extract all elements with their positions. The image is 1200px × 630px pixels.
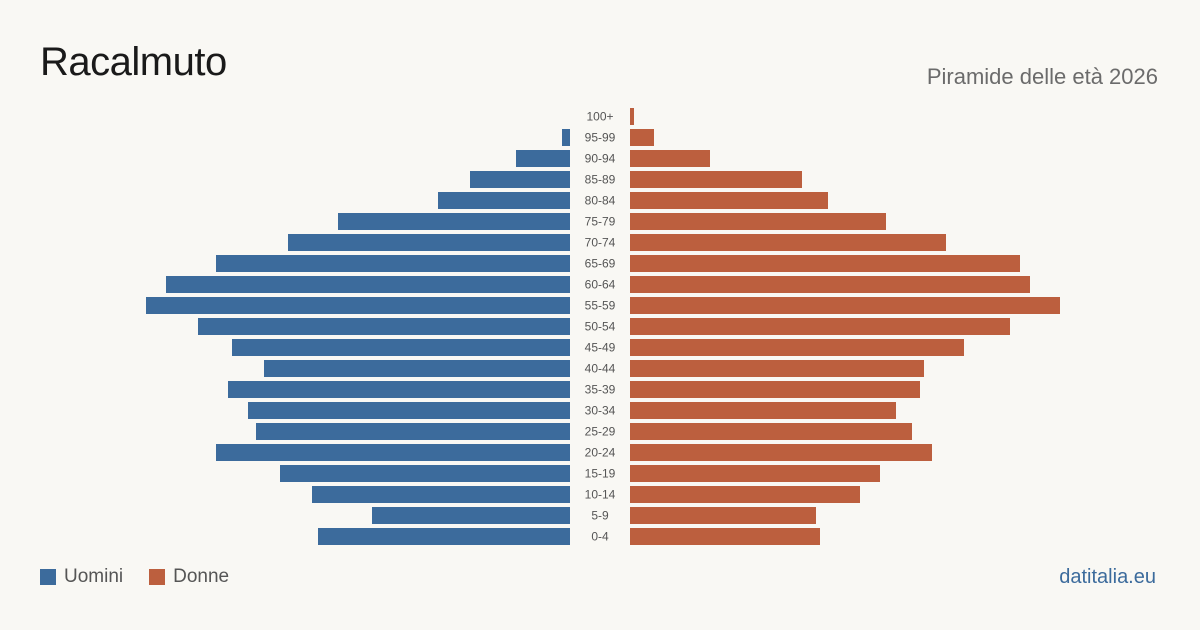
bar-men-65-69 (216, 255, 570, 272)
bar-women-80-84 (630, 192, 828, 209)
bar-women-20-24 (630, 444, 932, 461)
bar-women-95-99 (630, 129, 654, 146)
bar-men-95-99 (562, 129, 570, 146)
bar-women-50-54 (630, 318, 1010, 335)
bar-women-25-29 (630, 423, 912, 440)
bar-men-40-44 (264, 360, 570, 377)
age-label-70-74: 70-74 (585, 236, 616, 250)
bar-women-30-34 (630, 402, 896, 419)
chart-subtitle: Piramide delle età 2026 (926, 64, 1158, 89)
legend: Uomini Donne (40, 566, 255, 588)
bar-women-90-94 (630, 150, 710, 167)
bar-women-55-59 (630, 297, 1060, 314)
age-label-10-14: 10-14 (585, 488, 616, 502)
bar-women-10-14 (630, 486, 860, 503)
bar-men-70-74 (288, 234, 570, 251)
age-label-40-44: 40-44 (585, 362, 616, 376)
age-label-25-29: 25-29 (585, 425, 616, 439)
brand-link[interactable]: datitalia.eu (1059, 566, 1156, 588)
bar-men-20-24 (216, 444, 570, 461)
bar-women-60-64 (630, 276, 1030, 293)
bar-women-0-4 (630, 528, 820, 545)
bar-women-5-9 (630, 507, 816, 524)
bar-women-65-69 (630, 255, 1020, 272)
age-label-55-59: 55-59 (585, 299, 616, 313)
bar-men-80-84 (438, 192, 570, 209)
bar-women-85-89 (630, 171, 802, 188)
bar-women-15-19 (630, 465, 880, 482)
age-label-75-79: 75-79 (585, 215, 616, 229)
age-label-5-9: 5-9 (591, 509, 609, 523)
bar-men-5-9 (372, 507, 570, 524)
bar-men-10-14 (312, 486, 570, 503)
bar-men-85-89 (470, 171, 570, 188)
age-label-85-89: 85-89 (585, 173, 616, 187)
age-label-60-64: 60-64 (585, 278, 616, 292)
bar-men-50-54 (198, 318, 570, 335)
age-label-95-99: 95-99 (585, 131, 616, 145)
legend-swatch-men (40, 569, 56, 585)
age-label-50-54: 50-54 (585, 320, 616, 334)
age-label-80-84: 80-84 (585, 194, 616, 208)
bar-men-75-79 (338, 213, 570, 230)
bar-men-45-49 (232, 339, 570, 356)
legend-label-men: Uomini (64, 566, 124, 587)
bar-men-30-34 (248, 402, 570, 419)
page-title: Racalmuto (40, 40, 227, 84)
bar-men-60-64 (166, 276, 570, 293)
bar-men-25-29 (256, 423, 570, 440)
age-label-20-24: 20-24 (585, 446, 616, 460)
bar-men-55-59 (146, 297, 570, 314)
age-label-100+: 100+ (586, 110, 613, 124)
bar-men-35-39 (228, 381, 570, 398)
bar-women-70-74 (630, 234, 946, 251)
age-label-35-39: 35-39 (585, 383, 616, 397)
age-label-45-49: 45-49 (585, 341, 616, 355)
age-label-0-4: 0-4 (591, 530, 609, 544)
bar-men-90-94 (516, 150, 570, 167)
legend-item-men: Uomini (40, 566, 123, 588)
bar-women-35-39 (630, 381, 920, 398)
bar-women-75-79 (630, 213, 886, 230)
age-label-65-69: 65-69 (585, 257, 616, 271)
bar-women-40-44 (630, 360, 924, 377)
legend-label-women: Donne (173, 566, 230, 587)
legend-swatch-women (149, 569, 166, 585)
bar-women-100+ (630, 108, 634, 125)
age-label-15-19: 15-19 (585, 467, 616, 481)
age-label-30-34: 30-34 (585, 404, 616, 418)
bar-men-0-4 (318, 528, 570, 545)
bar-women-45-49 (630, 339, 964, 356)
legend-item-women: Donne (149, 566, 229, 588)
age-label-90-94: 90-94 (585, 152, 616, 166)
bar-men-15-19 (280, 465, 570, 482)
